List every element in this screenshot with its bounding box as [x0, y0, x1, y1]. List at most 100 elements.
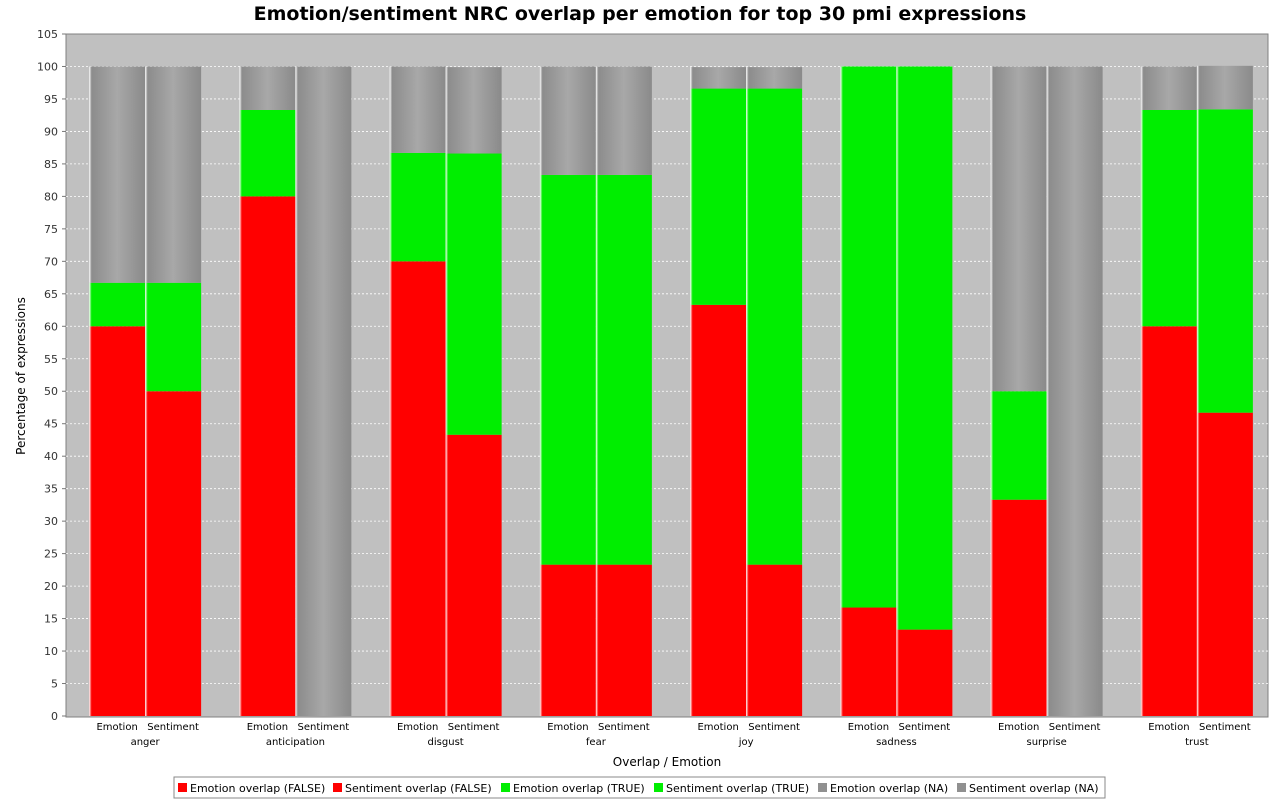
bar-disgust-emotion-false	[389, 261, 446, 716]
legend-box	[173, 776, 1106, 799]
bar-surprise-emotion-false	[990, 499, 1047, 716]
x-sub-label: Emotion	[547, 722, 588, 733]
legend-label: Emotion overlap (FALSE)	[190, 782, 325, 795]
bar-disgust-sentiment-true	[445, 153, 502, 435]
x-sub-label: Emotion	[697, 722, 738, 733]
legend: Emotion overlap (FALSE) Sentiment overlap…	[173, 776, 1106, 799]
legend-swatch	[178, 783, 187, 792]
legend-label: Sentiment overlap (FALSE)	[345, 782, 492, 795]
x-sub-label: Sentiment	[448, 722, 500, 733]
bar-joy-sentiment-false	[746, 564, 803, 716]
y-tick-label: 5	[51, 678, 58, 691]
x-sub-label: Emotion	[848, 722, 889, 733]
bar-anticipation-emotion-na	[239, 66, 296, 110]
x-category-label: sadness	[876, 737, 917, 748]
y-tick-label: 60	[44, 320, 58, 333]
y-tick-label: 15	[44, 613, 58, 626]
y-axis-label: Percentage of expressions	[14, 297, 28, 455]
bar-trust-emotion-true	[1140, 109, 1197, 327]
bar-disgust-emotion-true	[389, 152, 446, 262]
bars	[89, 65, 1253, 716]
bar-joy-emotion-false	[690, 304, 747, 716]
y-tick-label: 105	[37, 28, 58, 41]
legend-swatch	[654, 783, 663, 792]
y-tick-label: 40	[44, 450, 58, 463]
y-tick-label: 95	[44, 93, 58, 106]
bar-joy-emotion-true	[690, 88, 747, 305]
x-category-label: surprise	[1026, 737, 1066, 748]
bar-surprise-sentiment-na	[1046, 66, 1103, 716]
bar-disgust-emotion-na	[389, 66, 446, 153]
bar-joy-emotion-na	[690, 67, 747, 89]
bar-fear-emotion-true	[539, 174, 596, 565]
bar-trust-sentiment-true	[1196, 109, 1253, 413]
x-sub-label: Sentiment	[298, 722, 350, 733]
bar-trust-sentiment-false	[1196, 412, 1253, 716]
x-category-label: anticipation	[266, 737, 325, 748]
y-tick-label: 80	[44, 190, 58, 203]
x-sub-label: Emotion	[998, 722, 1039, 733]
y-tick-label: 35	[44, 483, 58, 496]
bar-anger-sentiment-na	[145, 66, 202, 283]
legend-label: Sentiment overlap (TRUE)	[666, 782, 809, 795]
x-axis-labels: Emotion Sentiment anger Emotion Sentiment ant…	[96, 722, 1250, 748]
x-sub-label: Sentiment	[748, 722, 800, 733]
x-sub-label: Sentiment	[1049, 722, 1101, 733]
bar-fear-emotion-na	[539, 66, 596, 175]
y-tick-label: 25	[44, 548, 58, 561]
x-category-label: trust	[1185, 737, 1209, 748]
bar-disgust-sentiment-false	[445, 434, 502, 716]
bar-joy-sentiment-true	[746, 88, 803, 565]
bar-fear-sentiment-false	[595, 564, 652, 716]
y-tick-label: 30	[44, 515, 58, 528]
x-sub-label: Sentiment	[899, 722, 951, 733]
y-tick-label: 45	[44, 418, 58, 431]
x-category-label: joy	[738, 737, 754, 748]
bar-sadness-sentiment-false	[896, 629, 953, 716]
legend-swatch	[957, 783, 966, 792]
y-tick-label: 85	[44, 158, 58, 171]
y-tick-label: 50	[44, 385, 58, 398]
x-sub-label: Sentiment	[1199, 722, 1251, 733]
x-sub-label: Sentiment	[598, 722, 650, 733]
bar-anticipation-emotion-false	[239, 196, 296, 716]
y-tick-label: 0	[51, 710, 58, 723]
y-tick-label: 55	[44, 353, 58, 366]
bar-anger-sentiment-true	[145, 282, 202, 392]
x-category-label: fear	[586, 737, 607, 748]
y-axis-ticks: 0 5 10 15 20 25 30 35 40 45 50 55 60 65 70 75 80 85 90 95 10…	[37, 28, 66, 723]
x-sub-label: Emotion	[397, 722, 438, 733]
legend-swatch	[501, 783, 510, 792]
y-tick-label: 100	[37, 60, 58, 73]
legend-swatch	[333, 783, 342, 792]
bar-anticipation-sentiment-na	[295, 66, 352, 716]
bar-anger-emotion-true	[89, 282, 146, 327]
bar-anger-emotion-na	[89, 66, 146, 283]
bar-trust-emotion-na	[1140, 66, 1197, 110]
bar-trust-emotion-false	[1140, 326, 1197, 716]
y-tick-label: 70	[44, 255, 58, 268]
bar-fear-emotion-false	[539, 564, 596, 716]
bar-anger-emotion-false	[89, 326, 146, 716]
y-tick-label: 10	[44, 645, 58, 658]
x-category-label: anger	[131, 737, 161, 748]
x-sub-label: Sentiment	[147, 722, 199, 733]
bar-trust-sentiment-na	[1196, 65, 1253, 110]
bar-sadness-emotion-true	[840, 66, 897, 608]
chart-title: Emotion/sentiment NRC overlap per emotio…	[254, 3, 1027, 25]
bar-disgust-sentiment-na	[445, 67, 502, 154]
x-category-label: disgust	[428, 737, 464, 748]
x-sub-label: Emotion	[247, 722, 288, 733]
bar-fear-sentiment-na	[595, 66, 652, 175]
legend-label: Sentiment overlap (NA)	[969, 782, 1099, 795]
legend-label: Emotion overlap (NA)	[830, 782, 948, 795]
bar-surprise-emotion-na	[990, 66, 1047, 392]
bar-sadness-sentiment-true	[896, 66, 953, 630]
bar-joy-sentiment-na	[746, 67, 803, 89]
bar-anger-sentiment-false	[145, 391, 202, 716]
bar-fear-sentiment-true	[595, 174, 652, 565]
y-tick-label: 75	[44, 223, 58, 236]
bar-sadness-emotion-false	[840, 607, 897, 716]
x-sub-label: Emotion	[1148, 722, 1189, 733]
